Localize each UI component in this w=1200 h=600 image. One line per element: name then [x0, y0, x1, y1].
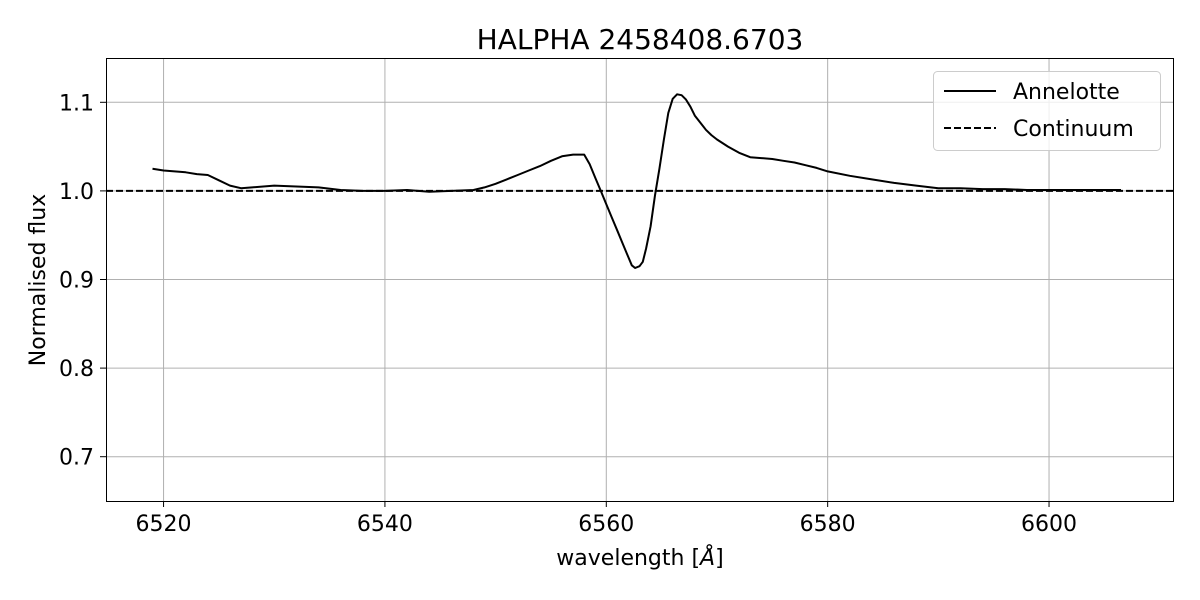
- y-tick-label: 0.9: [59, 269, 94, 294]
- x-axis-label: wavelength [Å]: [556, 544, 723, 571]
- legend: Annelotte Continuum: [933, 71, 1161, 151]
- x-axis-label-close: ]: [715, 546, 724, 571]
- x-tick-label: 6540: [357, 512, 413, 537]
- x-tick-label: 6560: [578, 512, 634, 537]
- y-tick-label: 0.8: [59, 357, 94, 382]
- y-tick-label: 1.0: [59, 180, 94, 205]
- y-axis-label: Normalised flux: [26, 194, 51, 367]
- series-lines: [106, 93, 1173, 269]
- x-tick-label: 6580: [800, 512, 856, 537]
- plot-frame: [106, 58, 1174, 502]
- x-axis-label-unit: Å: [698, 544, 715, 571]
- axis-ticks: 6520 6540 6560 6580 6600 0.7 0.8 0.9 1.0 1.1: [59, 91, 1077, 537]
- legend-label-continuum: Continuum: [1013, 117, 1134, 142]
- x-tick-label: 6600: [1021, 512, 1077, 537]
- chart-title: HALPHA 2458408.6703: [477, 23, 804, 56]
- x-tick-label: 6520: [136, 512, 192, 537]
- y-tick-label: 0.7: [59, 446, 94, 471]
- legend-label-annelotte: Annelotte: [1013, 80, 1120, 105]
- x-axis-label-text: wavelength [: [556, 546, 700, 571]
- y-tick-label: 1.1: [59, 91, 94, 116]
